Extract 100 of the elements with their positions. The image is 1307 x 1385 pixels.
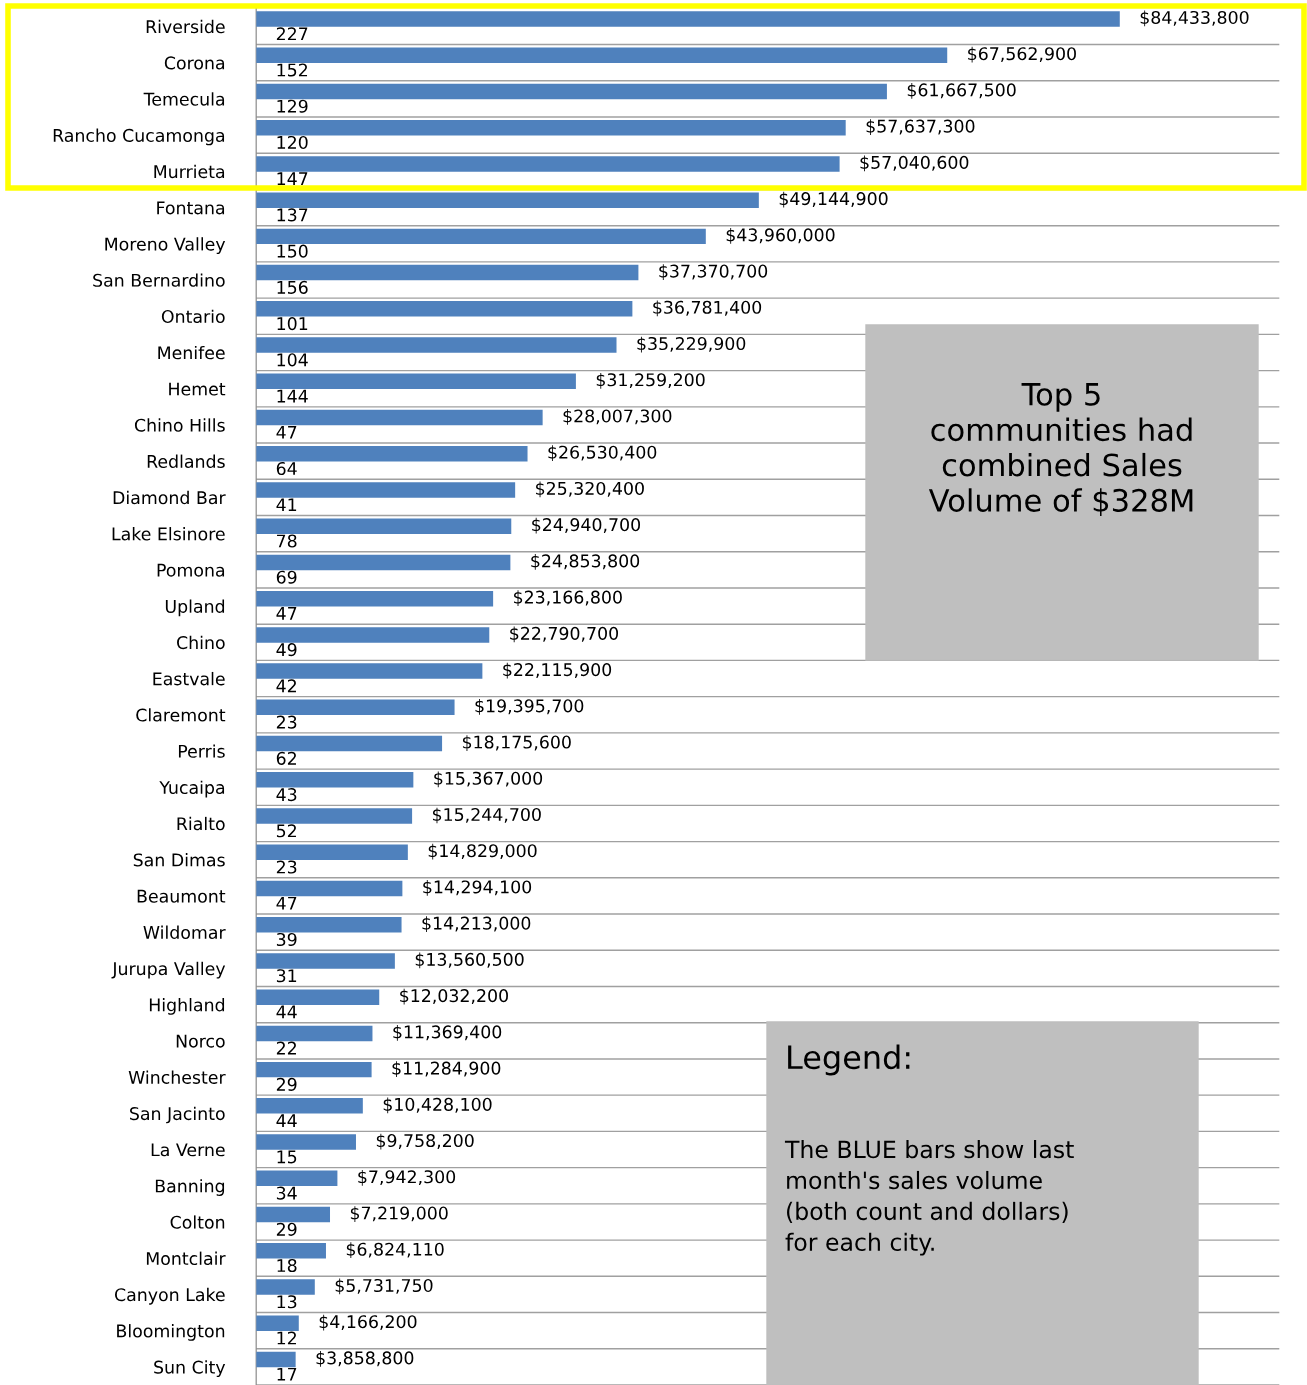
bar (256, 1134, 356, 1150)
y-tick-label: Redlands (147, 454, 225, 469)
bar (256, 409, 543, 426)
y-tick-label: Lake Elsinore (112, 527, 225, 541)
bar (256, 1025, 373, 1042)
data-label: 64 (276, 461, 297, 476)
data-label: $7,942,300 (358, 1169, 456, 1186)
bar (256, 482, 516, 498)
data-label: $84,433,800 (1140, 10, 1249, 27)
y-tick-label: Rancho Cucamonga (53, 128, 225, 146)
annotation: Legend: (788, 1044, 910, 1076)
data-label: $3,858,800 (316, 1351, 414, 1367)
data-label: 47 (276, 896, 297, 910)
data-label: $57,040,600 (860, 155, 969, 172)
bar (256, 772, 414, 788)
data-label: 29 (276, 1222, 297, 1236)
bar (256, 192, 759, 208)
data-label: $11,369,400 (393, 1025, 502, 1041)
y-tick-label: Upland (165, 599, 225, 617)
data-label: 23 (276, 860, 297, 874)
y-tick-label: Fontana (157, 201, 225, 215)
y-tick-label: Winchester (128, 1070, 226, 1084)
data-label: 101 (277, 317, 308, 331)
annotation: The BLUE bars show last month's sales volume (both count and dollars) for each city. (784, 1140, 1074, 1256)
bar (256, 627, 490, 643)
y-tick-label: Moreno Valley (105, 237, 226, 254)
data-label: 104 (277, 353, 308, 367)
data-label: $15,367,000 (434, 771, 543, 788)
data-label: $18,175,600 (462, 735, 571, 751)
y-tick-label: San Jacinto (130, 1106, 225, 1124)
y-tick-label: Jurupa Valley (111, 961, 226, 979)
data-label: 42 (276, 679, 296, 693)
bar (256, 373, 576, 390)
y-tick-label: Murrieta (154, 164, 225, 179)
y-tick-label: Rialto (177, 816, 225, 831)
bar (256, 1098, 363, 1114)
y-tick-label: Eastvale (153, 671, 225, 686)
data-label: $57,637,300 (866, 119, 975, 136)
data-label: 31 (276, 969, 297, 983)
y-tick-label: Chino Hills (134, 418, 225, 432)
data-label: $36,781,400 (653, 300, 762, 317)
data-label: 150 (277, 244, 308, 258)
data-label: 29 (276, 1077, 297, 1091)
y-tick-label: Beaumont (137, 889, 226, 903)
data-label: 227 (276, 27, 308, 41)
y-tick-label: Montclair (146, 1251, 226, 1266)
y-tick-label: Yucaipa (159, 780, 225, 798)
data-label: $5,731,750 (335, 1278, 433, 1295)
y-tick-label: Hemet (169, 382, 226, 396)
bar (256, 989, 380, 1005)
y-tick-label: Temecula (143, 92, 225, 106)
bar (256, 953, 395, 969)
data-label: 152 (277, 63, 308, 77)
data-label: $61,667,500 (907, 83, 1016, 99)
data-label: $22,115,900 (503, 662, 612, 679)
y-tick-label: Banning (155, 1179, 225, 1196)
data-label: $31,259,200 (596, 372, 705, 389)
y-tick-label: Pomona (157, 563, 225, 577)
data-label: $24,853,800 (531, 554, 640, 570)
data-label: $4,166,200 (319, 1314, 417, 1331)
data-label: 62 (276, 751, 296, 765)
data-label: 47 (276, 607, 297, 620)
data-label: 49 (276, 643, 297, 657)
data-label: $25,320,400 (536, 481, 644, 498)
y-tick-label: Norco (176, 1034, 225, 1048)
y-tick-label: Corona (164, 56, 225, 70)
bar (256, 699, 455, 716)
bar (256, 228, 706, 245)
bar (256, 1170, 338, 1187)
data-label: 34 (276, 1186, 297, 1200)
data-label: 52 (276, 824, 296, 838)
data-label: $11,284,900 (392, 1061, 501, 1077)
bar (256, 156, 840, 172)
bar (256, 264, 639, 281)
y-tick-label: Ontario (161, 309, 225, 324)
data-label: 44 (276, 1005, 297, 1019)
y-tick-label: San Bernardino (93, 273, 225, 287)
y-tick-label: Wildomar (143, 925, 226, 939)
y-tick-label: Chino (177, 635, 225, 650)
bar (256, 1315, 299, 1331)
data-label: $14,213,000 (422, 916, 531, 933)
data-label: 18 (277, 1258, 297, 1273)
bar (256, 808, 413, 824)
data-label: 47 (276, 425, 297, 439)
bar (256, 844, 408, 860)
data-label: 137 (277, 208, 308, 222)
data-label: $12,032,200 (400, 988, 508, 1005)
data-label: $67,562,900 (968, 46, 1076, 63)
data-label: 15 (277, 1150, 297, 1164)
bar (256, 1243, 326, 1259)
y-tick-label: Menifee (158, 345, 225, 360)
bar (256, 663, 483, 679)
data-label: 129 (277, 99, 308, 113)
data-label: $35,229,900 (637, 336, 746, 353)
data-label: $43,960,000 (726, 227, 835, 244)
data-label: $24,940,700 (532, 517, 641, 534)
annotation: Top 5 communities had combined Sales Volume of $328M (928, 383, 1193, 516)
data-label: 13 (277, 1295, 297, 1309)
data-label: $37,370,700 (659, 264, 768, 280)
data-label: 12 (277, 1331, 296, 1345)
